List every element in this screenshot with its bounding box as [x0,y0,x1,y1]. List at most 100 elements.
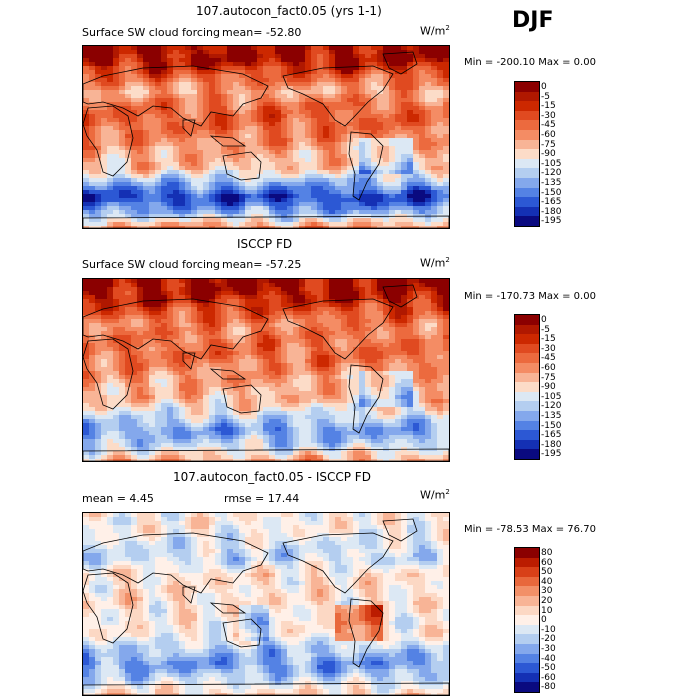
field-cell [107,206,114,211]
field-cell [311,226,318,228]
field-cell [179,335,186,340]
field-cell [413,287,420,292]
field-cell [155,150,162,155]
field-cell [341,315,348,320]
field-cell [245,399,252,404]
field-cell [341,319,348,324]
field-cell [233,74,240,79]
field-cell [305,46,312,51]
field-cell [275,387,282,392]
field-cell [269,315,276,320]
field-cell [197,319,204,324]
field-cell [95,327,102,332]
field-cell [443,118,449,123]
field-cell [359,411,366,416]
field-cell [287,206,294,211]
field-cell [413,315,420,320]
field-cell [293,178,300,183]
field-cell [413,299,420,304]
field-cell [239,279,246,284]
field-cell [89,331,96,336]
field-cell [437,415,444,420]
field-cell [383,279,390,284]
field-cell [245,178,252,183]
field-cell [323,383,330,388]
field-cell [257,311,264,316]
field-cell [83,335,90,340]
field-cell [311,106,318,111]
field-cell [263,174,270,179]
field-cell [113,359,120,364]
field-cell [419,415,426,420]
field-cell [395,299,402,304]
field-cell [287,363,294,368]
field-cell [251,102,258,107]
field-cell [383,66,390,71]
field-cell [215,375,222,380]
field-cell [221,287,228,292]
field-cell [185,339,192,344]
field-cell [221,395,228,400]
field-cell [347,347,354,352]
field-cell [377,50,384,55]
field-cell [215,307,222,312]
field-cell [131,323,138,328]
field-cell [395,383,402,388]
field-cell [161,319,168,324]
field-cell [167,299,174,304]
field-cell [113,190,120,195]
field-cell [239,74,246,79]
field-cell [383,206,390,211]
field-cell [269,387,276,392]
field-cell [353,407,360,412]
field-cell [347,287,354,292]
field-cell [293,158,300,163]
field-cell [425,343,432,348]
field-cell [107,122,114,127]
field-cell [125,403,132,408]
field-cell [305,323,312,328]
field-cell [395,415,402,420]
field-cell [203,102,210,107]
field-cell [287,407,294,412]
field-cell [353,331,360,336]
field-cell [275,218,282,223]
field-cell [107,343,114,348]
field-cell [407,375,414,380]
field-cell [311,134,318,139]
field-cell [245,58,252,63]
field-cell [221,74,228,79]
field-cell [317,154,324,159]
field-cell [419,303,426,308]
field-cell [359,379,366,384]
field-cell [389,198,396,203]
field-cell [221,335,228,340]
field-cell [263,331,270,336]
field-cell [437,307,444,312]
field-cell [203,383,210,388]
field-cell [95,351,102,356]
field-cell [185,411,192,416]
field-cell [443,407,449,412]
field-cell [257,375,264,380]
field-cell [203,182,210,187]
field-cell [89,399,96,404]
field-cell [323,102,330,107]
field-cell [191,295,198,300]
field-cell [281,198,288,203]
field-cell [335,347,342,352]
field-cell [275,178,282,183]
field-cell [383,158,390,163]
field-cell [173,299,180,304]
field-cell [257,327,264,332]
field-cell [215,154,222,159]
field-cell [275,307,282,312]
field-cell [275,214,282,219]
field-cell [293,339,300,344]
field-cell [299,363,306,368]
field-cell [209,102,216,107]
field-cell [143,315,150,320]
field-cell [299,339,306,344]
field-cell [341,335,348,340]
field-cell [125,395,132,400]
